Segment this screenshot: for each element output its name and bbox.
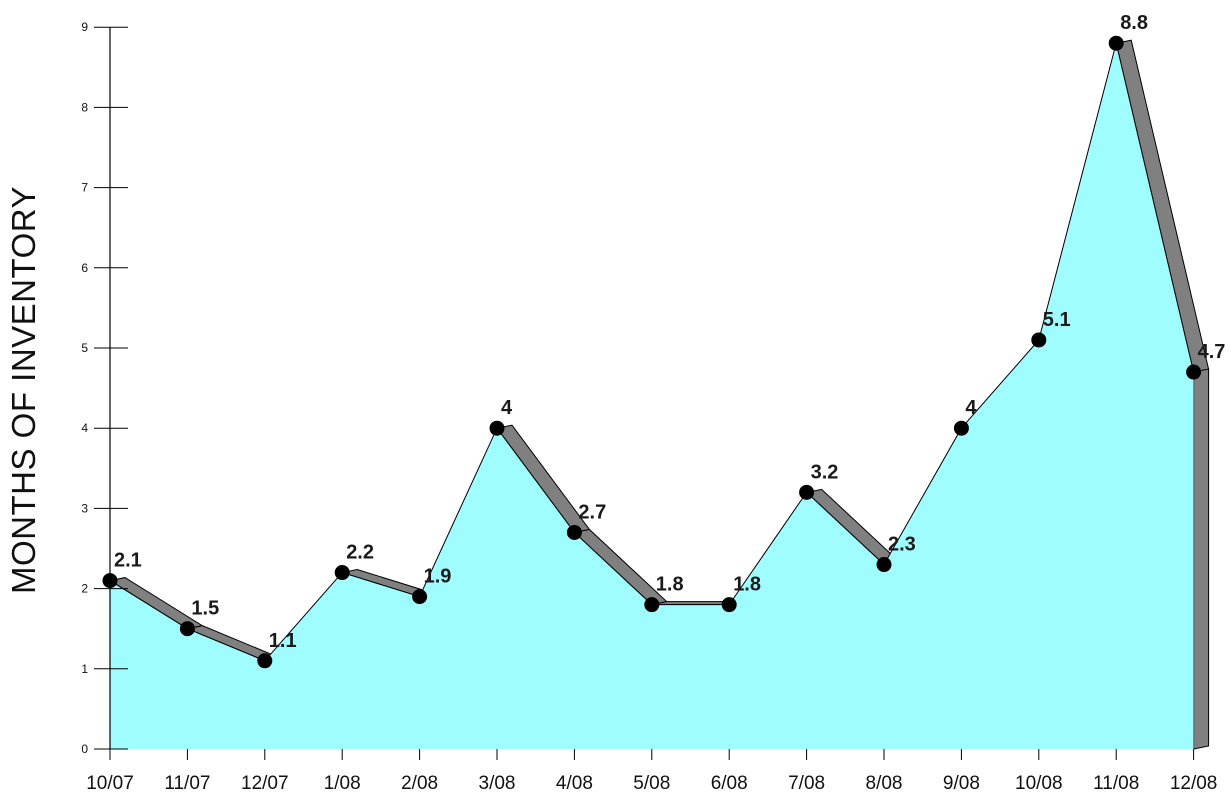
data-label: 4	[965, 397, 977, 419]
x-tick-label: 12/07	[241, 773, 289, 794]
x-tick-label: 10/08	[1015, 773, 1063, 794]
y-tick-label: 4	[81, 421, 88, 435]
x-tick-label: 11/07	[164, 773, 210, 794]
data-label: 2.2	[346, 542, 374, 564]
markers-layer	[102, 35, 1202, 669]
x-tick-label: 4/08	[556, 773, 593, 794]
x-tick-label: 10/07	[86, 773, 134, 794]
shadow-side-wall	[1193, 368, 1210, 750]
data-label: 5.1	[1043, 309, 1071, 331]
data-label: 3.2	[811, 461, 839, 483]
y-tick-label: 8	[81, 100, 88, 114]
data-point	[102, 573, 118, 589]
data-label: 8.8	[1120, 12, 1148, 34]
data-point	[721, 597, 737, 613]
y-tick-label: 3	[81, 501, 88, 515]
y-tick-label: 0	[81, 742, 88, 756]
data-label: 1.8	[733, 574, 761, 596]
data-point	[953, 420, 969, 436]
x-tick-label: 9/08	[943, 773, 980, 794]
data-point	[334, 565, 350, 581]
y-tick-label: 7	[81, 181, 88, 195]
data-label: 4	[501, 397, 513, 419]
data-label: 1.8	[656, 574, 684, 596]
x-tick-label: 3/08	[479, 773, 516, 794]
data-point	[566, 524, 582, 540]
x-tick-label: 5/08	[633, 773, 670, 794]
data-point	[799, 484, 815, 500]
data-point	[1031, 332, 1047, 348]
y-axis: 0 1 2 3 4 5 6 7 8 9	[81, 20, 128, 756]
x-tick-label: 12/08	[1170, 773, 1218, 794]
data-point	[412, 589, 428, 605]
x-axis-ticks: 10/07 11/07 12/07 1/08 2/08 3/08 4/08 5/08 6/08 7…	[86, 749, 1217, 794]
data-point	[179, 621, 195, 637]
data-label: 2.7	[578, 501, 606, 523]
data-labels-layer: 2.1 1.5 1.1 2.2 1.9 4 2.7 1.8 1.8 3.2 2.3 4 5.1 8.8 4.…	[114, 12, 1225, 652]
x-tick-label: 8/08	[866, 773, 903, 794]
y-tick-label: 9	[81, 20, 88, 34]
data-point	[489, 420, 505, 436]
y-tick-label: 1	[81, 662, 88, 676]
data-label: 1.5	[191, 598, 219, 620]
data-label: 4.7	[1198, 341, 1226, 363]
x-tick-label: 1/08	[324, 773, 361, 794]
y-tick-label: 6	[81, 261, 88, 275]
data-label: 1.1	[269, 630, 297, 652]
y-tick-label: 5	[81, 341, 88, 355]
x-tick-label: 7/08	[788, 773, 825, 794]
data-point	[1186, 364, 1202, 380]
x-tick-label: 6/08	[711, 773, 748, 794]
x-tick-label: 11/08	[1093, 773, 1139, 794]
y-tick-label: 2	[81, 582, 88, 596]
data-label: 1.9	[424, 566, 452, 588]
data-label: 2.1	[114, 550, 142, 572]
data-point	[1108, 35, 1124, 51]
data-point	[257, 653, 273, 669]
data-point	[876, 557, 892, 573]
area-fill	[110, 43, 1194, 750]
x-tick-label: 2/08	[401, 773, 438, 794]
data-point	[644, 597, 660, 613]
data-label: 2.3	[888, 534, 916, 556]
